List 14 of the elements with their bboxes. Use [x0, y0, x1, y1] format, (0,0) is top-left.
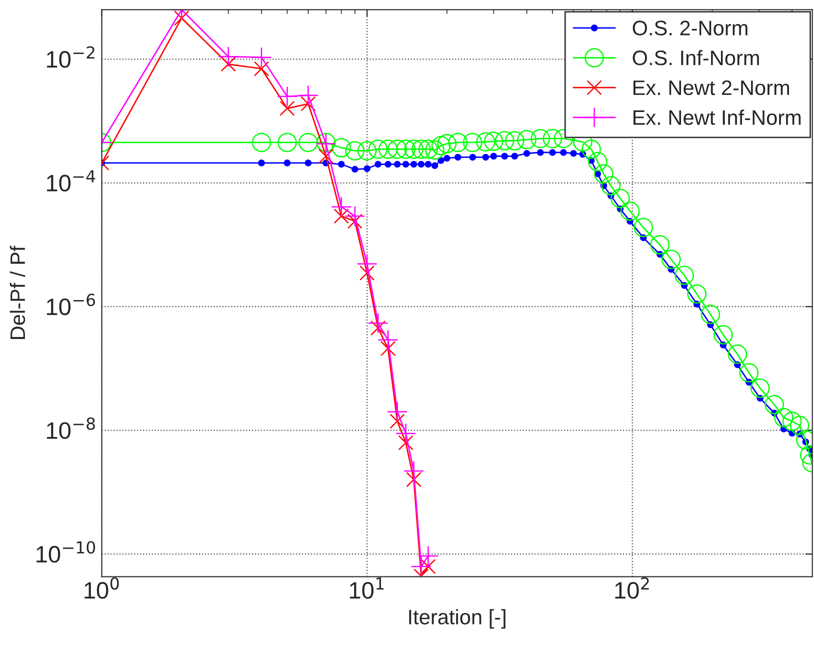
x-tick-label: 10$^{1}$ — [350, 577, 384, 599]
y-tick-label: 10$^{−10}$ — [36, 541, 96, 563]
x-axis-title: Iteration [-] — [409, 609, 506, 629]
legend-label: Ex. Newt 2-Norm — [634, 80, 790, 96]
legend-label: Ex. Newt Inf-Norm — [634, 110, 801, 125]
y-axis-title: Del-Pf / Pf — [10, 246, 26, 339]
y-tick-label: 10$^{−6}$ — [46, 294, 95, 316]
legend-label: O.S. Inf-Norm — [632, 50, 759, 66]
x-tick-label: 10$^{2}$ — [615, 577, 649, 599]
x-tick-label: 10$^{0}$ — [84, 577, 119, 599]
y-tick-label: 10$^{−2}$ — [46, 46, 94, 68]
y-tick-label: 10$^{−8}$ — [46, 417, 95, 439]
legend-label: O.S. 2-Norm — [632, 20, 748, 36]
y-tick-label: 10$^{−4}$ — [46, 170, 96, 192]
